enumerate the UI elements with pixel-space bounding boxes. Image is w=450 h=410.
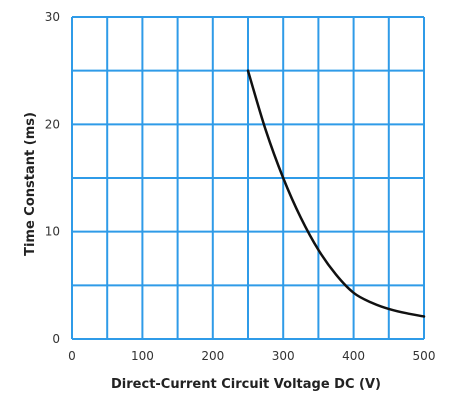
x-tick-label: 100 xyxy=(131,349,154,363)
x-axis-title: Direct-Current Circuit Voltage DC (V) xyxy=(111,377,381,392)
y-tick-label: 10 xyxy=(45,225,60,239)
y-tick-labels: 0 10 20 30 xyxy=(45,10,60,346)
time-constant-curve xyxy=(246,69,426,318)
y-tick-label: 30 xyxy=(45,10,60,24)
y-axis-title: Time Constant (ms) xyxy=(23,112,38,256)
x-tick-label: 0 xyxy=(68,349,76,363)
x-tick-label: 200 xyxy=(201,349,224,363)
x-tick-label: 400 xyxy=(342,349,365,363)
x-tick-label: 500 xyxy=(413,349,436,363)
x-tick-label: 300 xyxy=(272,349,295,363)
y-tick-label: 0 xyxy=(52,332,60,346)
x-tick-labels: 0 100 200 300 400 500 xyxy=(68,349,435,363)
grid-lines xyxy=(71,16,425,340)
y-tick-label: 20 xyxy=(45,117,60,131)
